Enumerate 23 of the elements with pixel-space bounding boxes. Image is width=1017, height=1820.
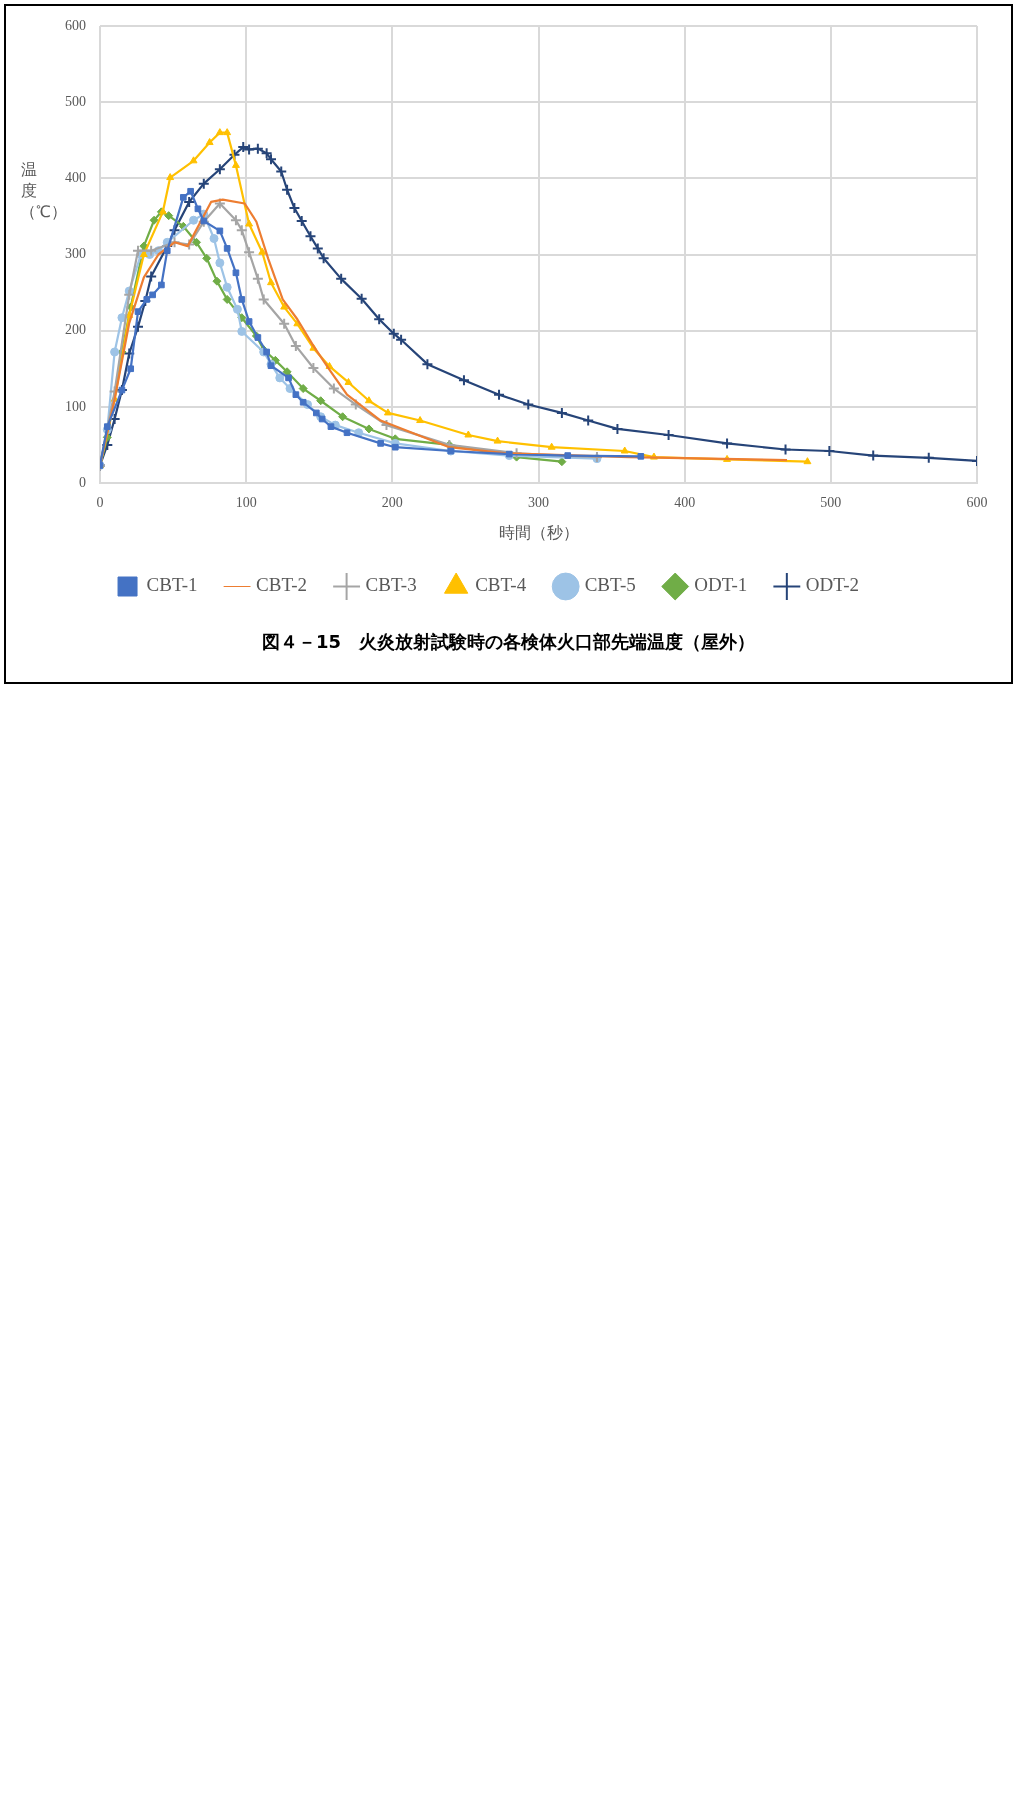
x-tick-label: 300	[528, 495, 549, 511]
x-tick-label: 100	[235, 495, 257, 511]
y-tick-label: 200	[65, 322, 86, 338]
y-tick-label: 0	[79, 474, 86, 490]
text: 図４－15 火炎放射試験時の各検体火口部先端温度（屋外）	[260, 630, 757, 654]
x-tick-label: 0	[96, 495, 104, 511]
x-tick-label: 500	[820, 495, 842, 511]
x-tick-label: 400	[674, 495, 696, 511]
legend-label: ODT-2	[805, 574, 859, 596]
x-axis-title: 時間（秒）	[498, 523, 579, 541]
y-tick-label: 100	[65, 398, 86, 414]
y-tick-label: 600	[65, 17, 86, 33]
legend-label: CBT-1	[146, 574, 198, 596]
x-tick-label: 600	[966, 495, 988, 511]
legend-label: ODT-1	[694, 574, 748, 596]
y-tick-label: 500	[65, 93, 86, 109]
legend-label: CBT-2	[256, 574, 308, 596]
x-tick-label: 200	[381, 495, 403, 511]
y-tick-label: 300	[65, 246, 86, 262]
legend-label: CBT-4	[475, 574, 527, 596]
legend-label: CBT-3	[365, 574, 417, 596]
y-tick-label: 400	[65, 170, 86, 186]
legend-label: CBT-5	[584, 574, 636, 596]
